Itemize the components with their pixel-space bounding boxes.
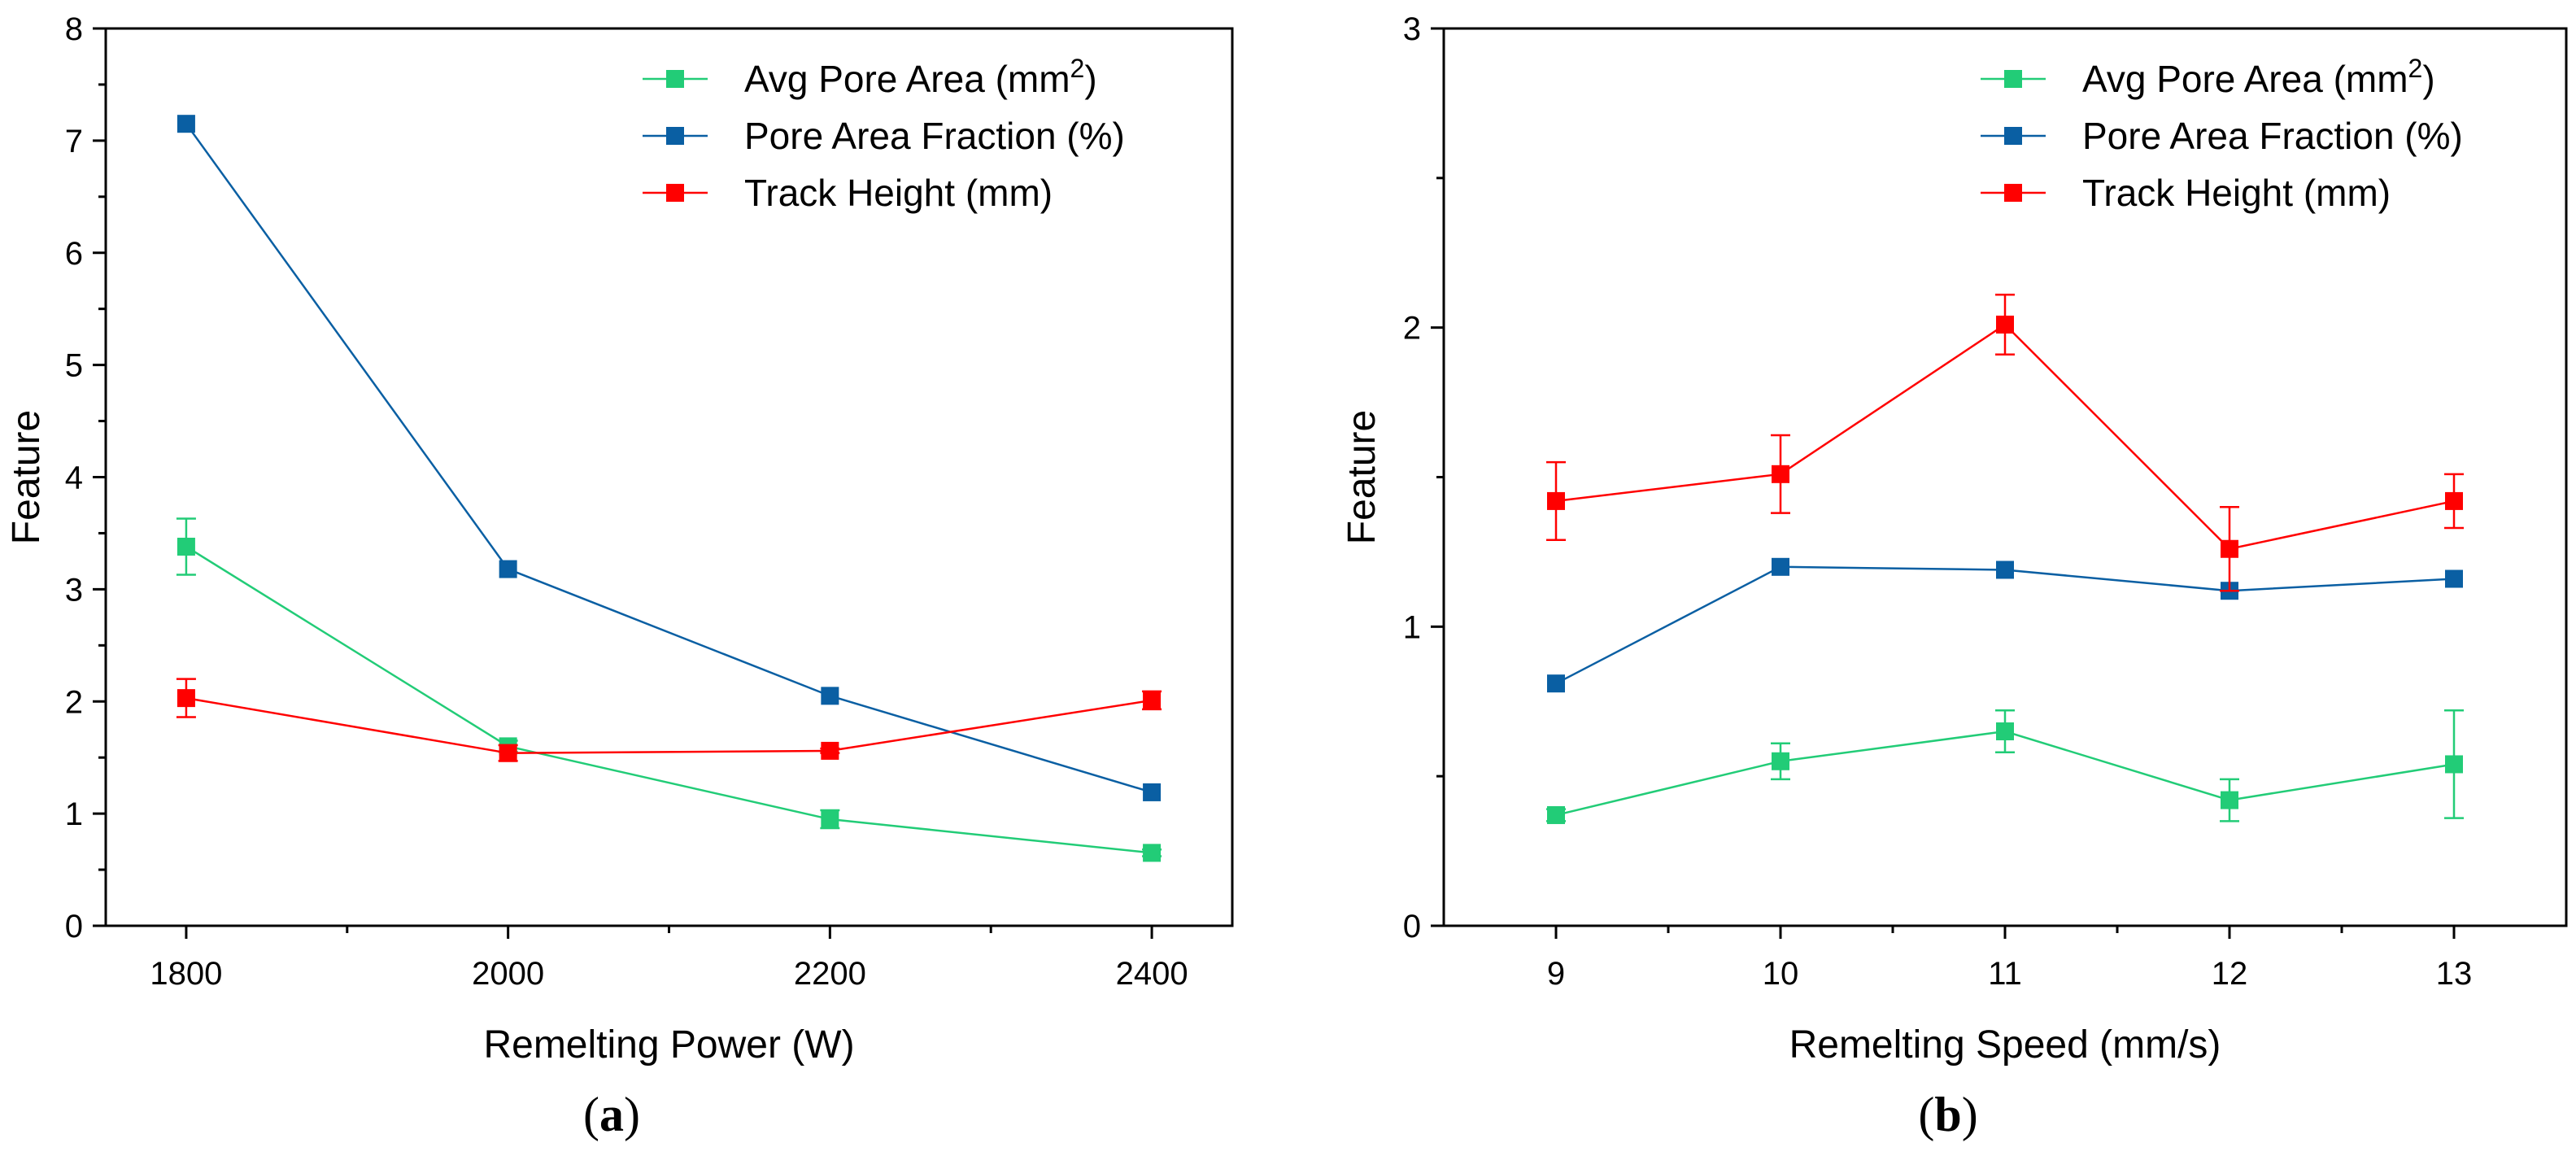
data-point — [177, 537, 195, 556]
data-point — [1143, 783, 1162, 801]
x-axis-title: Remelting Power (W) — [483, 1023, 854, 1067]
series-track-height — [1546, 293, 2464, 592]
y-axis-title: Feature — [5, 410, 48, 544]
legend-label: Avg Pore Area (mm2) — [744, 54, 1097, 100]
x-tick-label: 2000 — [472, 956, 544, 992]
data-point — [821, 810, 839, 829]
data-point — [1547, 805, 1565, 824]
y-tick-label: 0 — [65, 909, 83, 944]
y-axis-title: Feature — [1340, 410, 1384, 544]
data-point — [2221, 791, 2238, 809]
data-point — [499, 744, 517, 762]
data-point — [2445, 755, 2463, 774]
x-tick-label: 2200 — [794, 956, 866, 992]
y-tick-label: 1 — [65, 796, 83, 832]
series-avg-pore-area — [1546, 709, 2464, 824]
data-point — [1996, 722, 2014, 741]
data-point — [2445, 491, 2463, 510]
legend-item-avg-pore-area: Avg Pore Area (mm2) — [1981, 54, 2435, 100]
data-point — [821, 687, 839, 705]
legend-label: Track Height (mm) — [744, 172, 1053, 214]
panel-label: (a) — [583, 1088, 640, 1141]
legend-label: Pore Area Fraction (%) — [2082, 115, 2463, 157]
legend-label: Pore Area Fraction (%) — [744, 115, 1125, 157]
data-point — [1143, 691, 1162, 709]
series-line — [185, 545, 1153, 854]
series-line — [1555, 323, 2455, 551]
y-tick-label: 0 — [1403, 909, 1421, 944]
y-tick-label: 3 — [65, 572, 83, 608]
legend-item-track-height: Track Height (mm) — [643, 172, 1053, 214]
y-tick-label: 3 — [1403, 11, 1421, 47]
legend-marker — [666, 184, 684, 202]
panel-label: (b) — [1918, 1088, 1977, 1141]
legend-item-pore-area-fraction: Pore Area Fraction (%) — [1981, 115, 2463, 157]
data-point — [1772, 465, 1789, 483]
data-point — [2445, 569, 2463, 588]
legend: Avg Pore Area (mm2) Pore Area Fraction (%… — [643, 54, 1125, 214]
y-tick-label: 2 — [65, 684, 83, 720]
y-tick-label: 2 — [1403, 311, 1421, 347]
legend-marker — [666, 70, 684, 88]
series-avg-pore-area — [176, 517, 1162, 862]
y-tick-label: 4 — [65, 460, 83, 496]
legend-item-pore-area-fraction: Pore Area Fraction (%) — [643, 115, 1125, 157]
series-line — [1555, 565, 2455, 685]
legend-label: Avg Pore Area (mm2) — [2082, 54, 2435, 100]
data-point — [1547, 491, 1565, 510]
legend-marker — [666, 127, 684, 145]
data-point — [1772, 557, 1789, 576]
legend-marker — [2004, 127, 2022, 145]
legend-item-track-height: Track Height (mm) — [1981, 172, 2391, 214]
plot-frame — [1442, 27, 2568, 927]
series-line — [185, 123, 1153, 794]
y-tick-label: 5 — [65, 348, 83, 384]
x-tick-label: 11 — [1988, 956, 2022, 992]
y-tick-label: 1 — [1403, 609, 1421, 645]
data-point — [1143, 844, 1162, 862]
x-tick-label: 1800 — [150, 956, 222, 992]
data-point — [177, 115, 195, 133]
series-track-height — [176, 678, 1162, 762]
plot-frame — [104, 27, 1234, 927]
data-point — [821, 741, 839, 760]
data-point — [2221, 539, 2238, 558]
data-point — [499, 560, 517, 578]
chart-a: 0 1 2 3 4 5 6 7 8 1800 2000 2200 2400 Remelting Power… — [5, 11, 1234, 1141]
legend-marker — [2004, 184, 2022, 202]
legend: Avg Pore Area (mm2) Pore Area Fraction (%… — [1981, 54, 2463, 214]
series-line — [185, 696, 1153, 754]
series-pore-area-fraction — [1547, 557, 2463, 693]
y-tick-label: 7 — [65, 124, 83, 159]
legend-marker — [2004, 70, 2022, 88]
x-tick-label: 9 — [1547, 956, 1565, 992]
legend-label: Track Height (mm) — [2082, 172, 2391, 214]
data-point — [1996, 315, 2014, 334]
data-point — [1547, 674, 1565, 693]
data-point — [1996, 561, 2014, 579]
data-point — [177, 689, 195, 708]
series-pore-area-fraction — [177, 115, 1162, 801]
x-tick-label: 13 — [2436, 956, 2473, 992]
x-tick-label: 12 — [2212, 956, 2248, 992]
legend-item-avg-pore-area: Avg Pore Area (mm2) — [643, 54, 1097, 100]
x-tick-label: 2400 — [1116, 956, 1188, 992]
x-tick-label: 10 — [1763, 956, 1799, 992]
x-axis-title: Remelting Speed (mm/s) — [1789, 1023, 2221, 1067]
y-tick-label: 6 — [65, 236, 83, 272]
y-tick-label: 8 — [65, 11, 83, 47]
data-point — [1772, 752, 1789, 770]
